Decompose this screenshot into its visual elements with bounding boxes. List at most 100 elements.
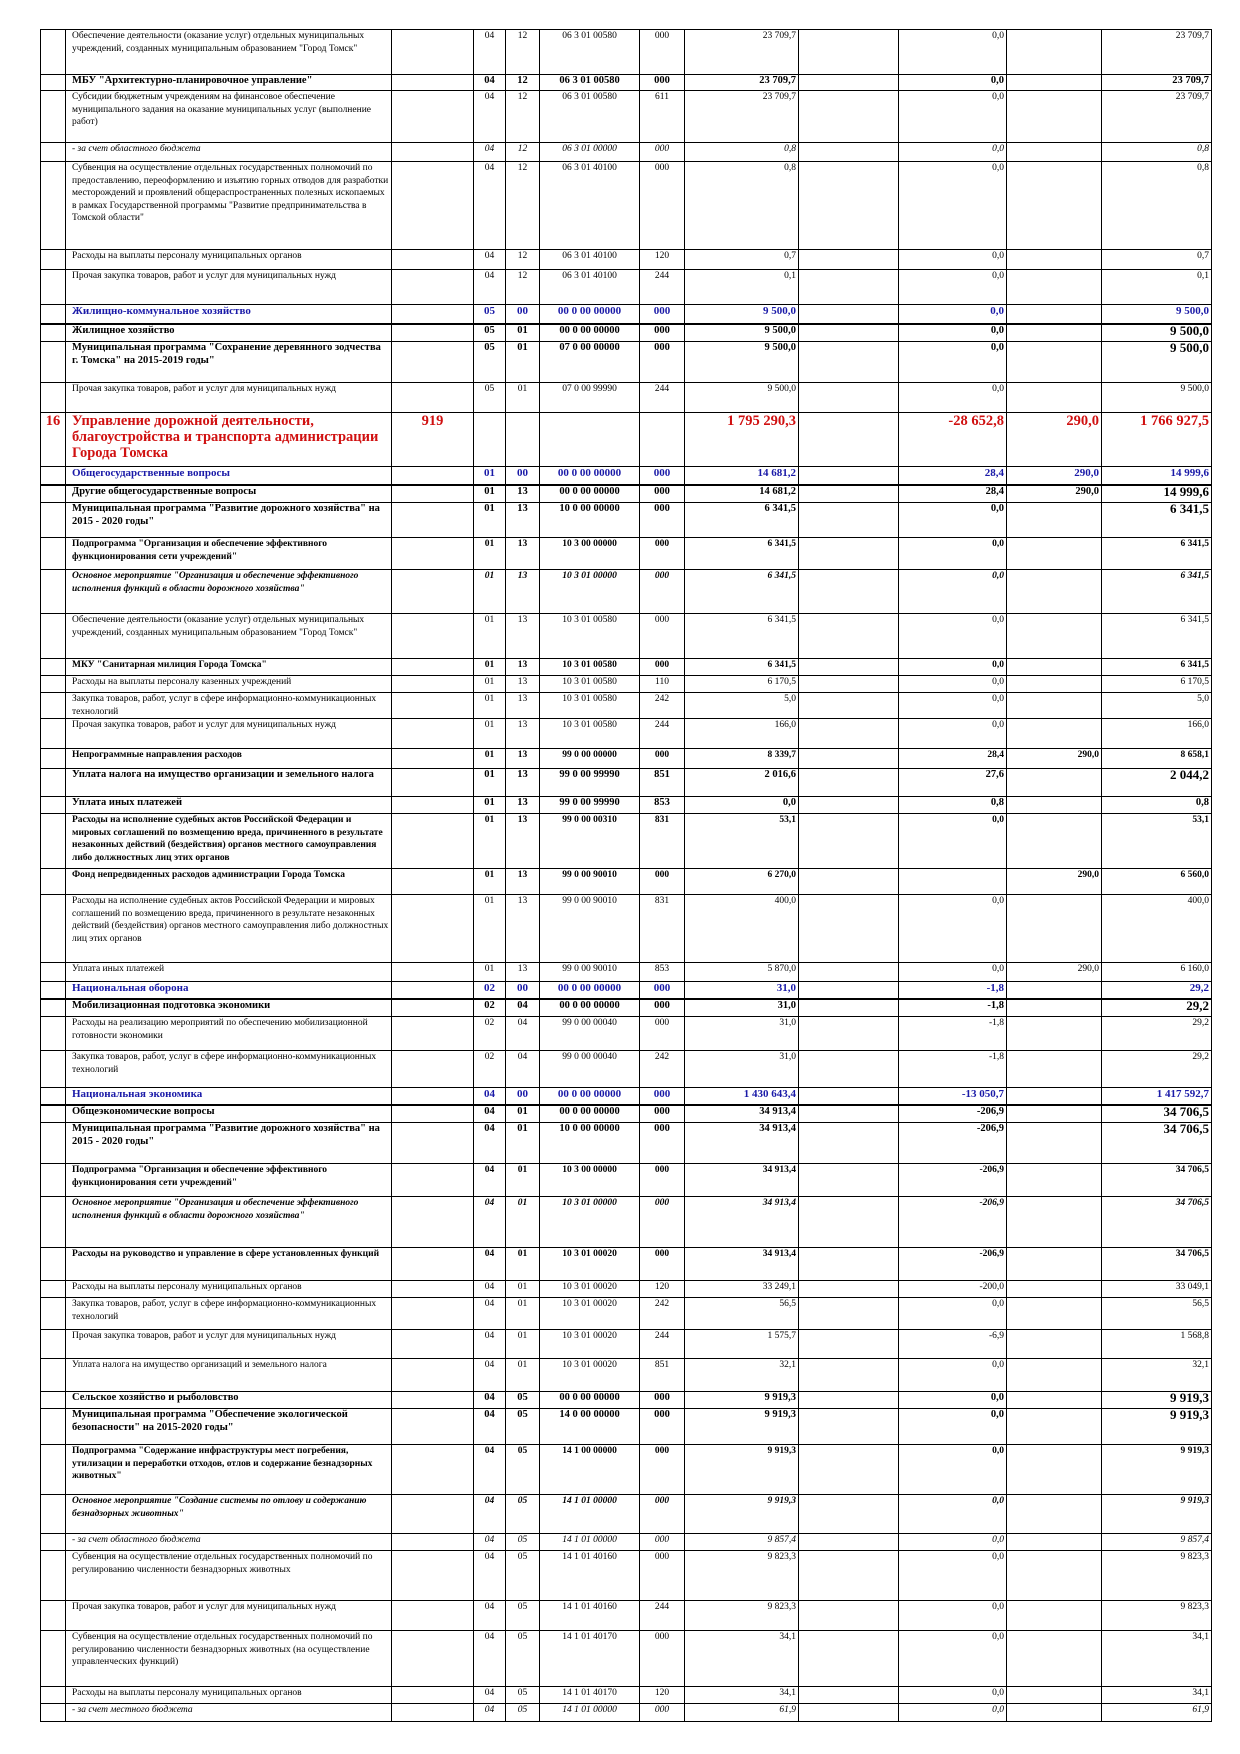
change-text: 0,0 <box>992 271 1004 281</box>
total: 34 706,5 <box>1101 1196 1212 1248</box>
total: 1 417 592,7 <box>1101 1087 1212 1106</box>
amount-text: 23 709,7 <box>762 31 796 41</box>
section: 04 <box>473 1358 506 1392</box>
section: 04 <box>473 161 506 250</box>
expense-type: 851 <box>639 768 685 797</box>
section-text: 05 <box>484 342 495 354</box>
change: 0,0 <box>898 1533 1007 1551</box>
amount-text: 6 341,5 <box>767 660 797 670</box>
grbs-code <box>391 1087 474 1106</box>
change: -206,9 <box>898 1163 1007 1197</box>
expense-type-text: 242 <box>654 1052 670 1062</box>
grbs-code <box>391 998 474 1017</box>
amount: 166,0 <box>684 718 799 749</box>
expense-type: 000 <box>639 868 685 895</box>
grbs-code <box>391 813 474 869</box>
target-article-text: 10 3 01 00580 <box>562 615 617 625</box>
grbs-code <box>391 1630 474 1687</box>
expense-type-text: 831 <box>654 896 670 906</box>
amount: 56,5 <box>684 1297 799 1330</box>
target-article: 10 3 01 00580 <box>539 613 640 659</box>
section-text: 01 <box>484 615 495 625</box>
amount: 5,0 <box>684 692 799 719</box>
total: 6 560,0 <box>1101 868 1212 895</box>
blank <box>798 658 899 676</box>
row-number <box>40 466 66 486</box>
blank <box>798 613 899 659</box>
table-row: Субсидии бюджетным учреждениям на финанс… <box>40 90 1212 143</box>
row-name-text: Сельское хозяйство и рыболовство <box>72 1392 239 1404</box>
section-text: 04 <box>484 1409 495 1421</box>
row-name: Мобилизационная подготовка экономики <box>65 998 392 1017</box>
expense-type: 000 <box>639 341 685 383</box>
expense-type: 611 <box>639 90 685 143</box>
target-article: 10 3 01 00020 <box>539 1280 640 1298</box>
target-article: 99 0 00 99990 <box>539 796 640 814</box>
row-name: Муниципальная программа "Сохранение дере… <box>65 341 392 383</box>
section: 04 <box>473 1297 506 1330</box>
expense-type: 110 <box>639 675 685 693</box>
expense-type-text: 000 <box>653 467 671 479</box>
blank <box>798 74 899 91</box>
extra <box>1006 692 1102 719</box>
blank <box>798 412 899 467</box>
extra-text: 290,0 <box>1077 750 1099 760</box>
expense-type: 000 <box>639 613 685 659</box>
expense-type: 244 <box>639 1600 685 1631</box>
change-text: 0,0 <box>990 503 1004 515</box>
expense-type: 000 <box>639 981 685 1000</box>
expense-type-text: 000 <box>654 75 670 87</box>
amount: 6 341,5 <box>684 502 799 538</box>
extra <box>1006 1163 1102 1197</box>
total-text: 6 341,5 <box>1180 571 1210 581</box>
change: 0,0 <box>898 613 1007 659</box>
amount: 0,8 <box>684 161 799 250</box>
expense-type-text: 000 <box>654 342 670 354</box>
subsection: 05 <box>505 1703 540 1722</box>
target-article-text: 10 3 00 00000 <box>562 539 617 549</box>
blank <box>798 894 899 963</box>
expense-type: 000 <box>639 1196 685 1248</box>
row-name-text: Фонд непредвиденных расходов администрац… <box>72 870 346 880</box>
target-article: 10 3 01 00020 <box>539 1329 640 1359</box>
extra <box>1006 796 1102 814</box>
total-text: 6 341,5 <box>1180 660 1210 670</box>
subsection-text: 13 <box>517 750 528 760</box>
subsection: 13 <box>505 796 540 814</box>
section: 04 <box>473 1533 506 1551</box>
change: -13 050,7 <box>898 1087 1007 1106</box>
subsection-text: 01 <box>517 1282 528 1292</box>
change-text: 0,0 <box>992 815 1004 825</box>
section: 01 <box>473 796 506 814</box>
subsection: 01 <box>505 1358 540 1392</box>
section-text: 04 <box>484 1106 495 1117</box>
subsection: 01 <box>505 1104 540 1123</box>
table-row: Прочая закупка товаров, работ и услуг дл… <box>40 1329 1212 1359</box>
row-number <box>40 1247 66 1281</box>
section: 04 <box>473 1600 506 1631</box>
section-text: 04 <box>484 1360 495 1370</box>
change-text: -206,9 <box>979 1198 1004 1208</box>
grbs-code <box>391 269 474 305</box>
extra <box>1006 1104 1102 1123</box>
total-text: 0,8 <box>1195 797 1209 809</box>
amount-text: 9 919,3 <box>764 1409 797 1421</box>
extra <box>1006 981 1102 1000</box>
change-text: 0,0 <box>992 163 1004 173</box>
blank <box>798 1122 899 1164</box>
target-article-text: 99 0 00 99990 <box>559 797 620 809</box>
row-name-text: Подпрограмма "Организация и обеспечение … <box>72 539 328 562</box>
total: 29,2 <box>1101 1016 1212 1051</box>
total: 29,2 <box>1101 1050 1212 1088</box>
subsection-text: 13 <box>517 896 528 906</box>
expense-type-text: 000 <box>654 1446 670 1456</box>
change-text: -6,9 <box>988 1331 1004 1341</box>
row-number <box>40 1533 66 1551</box>
table-row: Прочая закупка товаров, работ и услуг дл… <box>40 718 1212 749</box>
amount: 0,0 <box>684 796 799 814</box>
section-text: 04 <box>484 1282 495 1292</box>
subsection-text: 05 <box>517 1552 528 1562</box>
extra <box>1006 1329 1102 1359</box>
section-text: 04 <box>484 144 495 154</box>
subsection: 05 <box>505 1550 540 1601</box>
